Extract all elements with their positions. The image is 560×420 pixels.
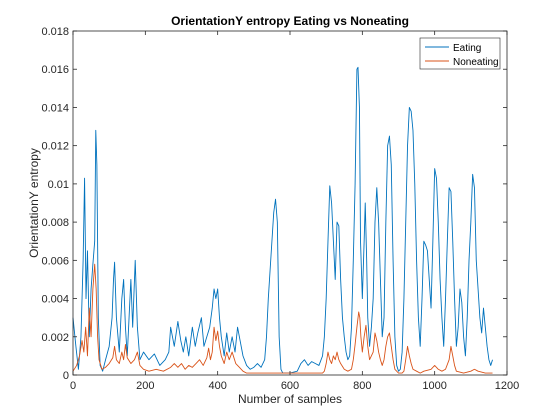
x-axis-label: Number of samples: [238, 392, 342, 406]
y-tick-label: 0.002: [41, 332, 69, 344]
x-tick-label: 600: [281, 380, 299, 392]
legend-label-noneating: Noneating: [453, 57, 499, 68]
series-layer: [72, 66, 493, 374]
y-tick-label: 0.008: [41, 217, 69, 229]
y-axis-label: OrientationY entropy: [27, 148, 41, 258]
plot-area: [73, 31, 507, 375]
series-line-eating: [72, 66, 493, 374]
legend-box: [419, 37, 501, 70]
y-tick-label: 0.012: [41, 141, 69, 153]
y-tick-label: 0.018: [41, 26, 69, 38]
x-tick-label: 800: [353, 380, 371, 392]
series-line-noneating: [72, 263, 493, 374]
y-tick-label: 0.01: [48, 179, 69, 191]
y-axis: 0 0.002 0.004 0.006 0.008 0.01 0.012 0.014 0.016…: [41, 26, 507, 382]
y-tick-label: 0.014: [41, 102, 69, 114]
y-tick-label: 0.006: [41, 255, 69, 267]
y-tick-label: 0: [63, 370, 69, 382]
y-tick-label: 0.004: [41, 294, 69, 306]
x-tick-label: 1200: [495, 380, 519, 392]
legend-label-eating: Eating: [453, 43, 481, 54]
y-tick-label: 0.016: [41, 64, 69, 76]
x-axis: 0 200 400 600 800 1000 1200: [70, 31, 519, 392]
x-tick-label: 200: [136, 380, 154, 392]
legend: Eating Noneating: [419, 37, 501, 70]
x-tick-label: 1000: [422, 380, 446, 392]
chart-title: OrientationY entropy Eating vs Noneating: [171, 14, 409, 28]
x-tick-label: 400: [208, 380, 226, 392]
x-tick-label: 0: [70, 380, 76, 392]
